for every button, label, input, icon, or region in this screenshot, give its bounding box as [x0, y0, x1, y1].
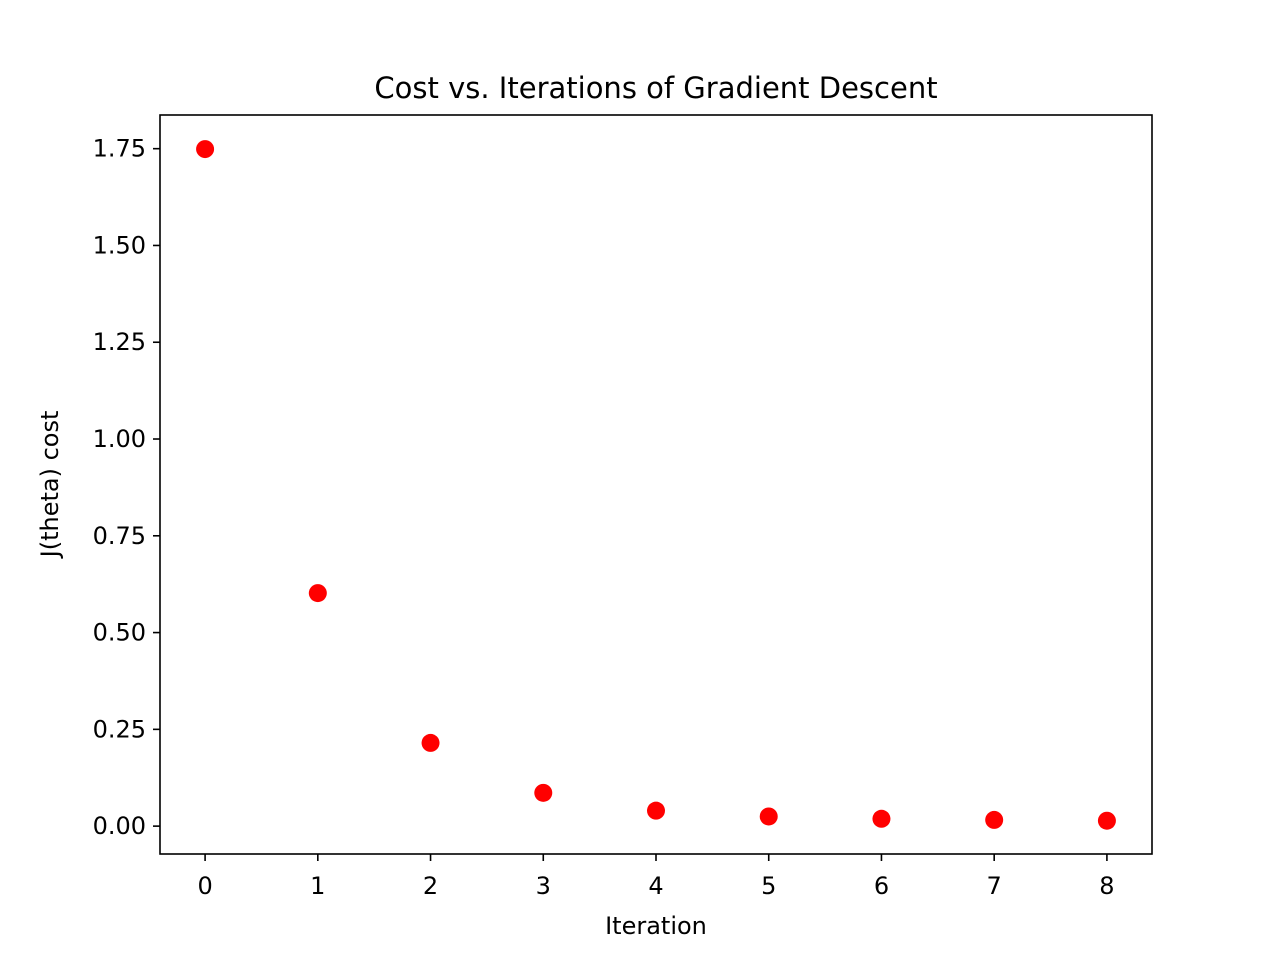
- data-point: [985, 810, 1004, 829]
- data-point: [647, 801, 665, 820]
- x-tick-label: 1: [310, 872, 325, 900]
- x-axis-title: Iteration: [605, 912, 707, 940]
- x-tick-label: 5: [761, 872, 776, 900]
- y-tick-label: 1.25: [93, 328, 146, 356]
- y-tick-label: 0.50: [93, 619, 146, 647]
- y-tick-label: 0.00: [93, 812, 146, 840]
- data-point: [308, 584, 327, 603]
- plot-frame: [159, 114, 1153, 855]
- y-tick-label: 1.50: [93, 231, 146, 259]
- data-points: [196, 140, 1116, 830]
- x-tick-label: 2: [423, 872, 438, 900]
- data-point: [196, 140, 215, 159]
- data-point: [534, 783, 553, 802]
- data-point: [1097, 811, 1116, 830]
- x-tick-label: 3: [536, 872, 551, 900]
- x-tick-label: 7: [987, 872, 1002, 900]
- data-point: [421, 733, 440, 752]
- x-tick-label: 8: [1099, 872, 1114, 900]
- data-point: [759, 807, 778, 826]
- y-tick-label: 1.00: [93, 425, 146, 453]
- x-tick-label: 6: [874, 872, 889, 900]
- chart-title: Cost vs. Iterations of Gradient Descent: [374, 71, 937, 105]
- y-axis-title: J(theta) cost: [36, 411, 64, 560]
- x-tick-label: 4: [648, 872, 663, 900]
- y-tick-label: 0.75: [93, 522, 146, 550]
- y-axis-ticks: 0.00 0.25 0.50 0.75 1.00 1.25 1.50 1.75: [93, 135, 160, 840]
- x-tick-label: 0: [197, 872, 212, 900]
- data-point: [872, 809, 891, 828]
- y-tick-label: 0.25: [93, 715, 146, 743]
- y-tick-label: 1.75: [93, 135, 146, 163]
- plot-area: [160, 115, 1152, 854]
- x-axis-ticks: 0 1 2 3 4 5 6 7 8: [197, 854, 1115, 900]
